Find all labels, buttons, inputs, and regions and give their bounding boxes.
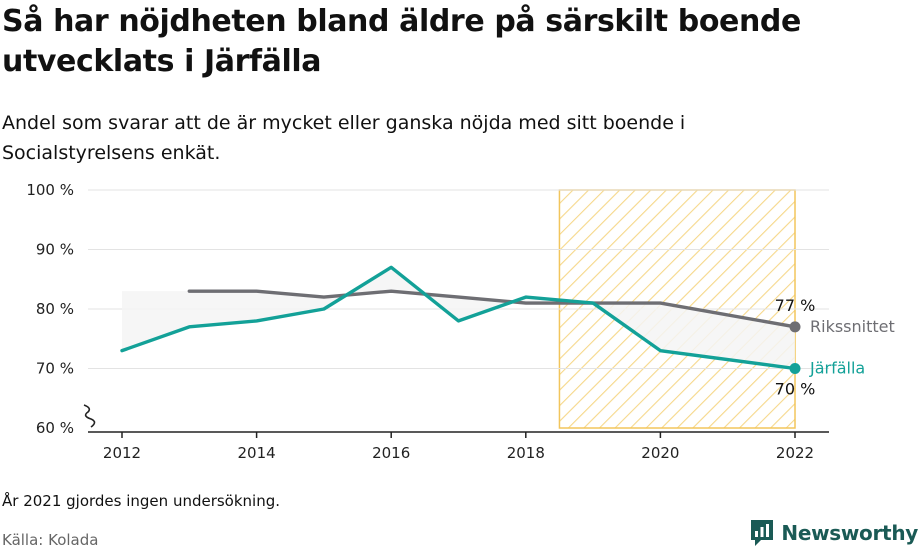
series-line-jarfalla [120,265,797,371]
gap-area [122,267,795,369]
end-labels: 77 % Rikssnittet Järfälla 70 % [775,296,895,399]
axis-break-squiggle [83,404,96,428]
riks-series-label: Rikssnittet [810,317,895,336]
x-tick-label: 2014 [238,444,276,462]
jarfalla-end-value: 70 % [775,380,816,399]
y-tick-label: 60 % [36,419,74,437]
x-tick-label: 2012 [103,444,141,462]
y-tick-label: 70 % [36,360,74,378]
chart-subtitle: Andel som svarar att de är mycket eller … [2,112,686,164]
y-tick-label: 80 % [36,300,74,318]
brand-name: Newsworthy [781,521,918,545]
jarfalla-series-label: Järfälla [809,359,865,378]
source-text: Källa: Kolada [2,531,99,549]
newsworthy-logo-icon [751,520,774,546]
x-tick-label: 2022 [776,444,814,462]
x-tick-label: 2020 [641,444,679,462]
axis-break-icon [83,404,96,428]
chart-title: Så har nöjdheten bland äldre på särskilt… [2,4,801,79]
brand-logo: Newsworthy [749,518,918,548]
data-point [789,363,801,374]
riks-end-value: 77 % [775,296,816,315]
x-tick-label: 2016 [372,444,410,462]
footnote: År 2021 gjordes ingen undersökning. [2,492,281,510]
x-axis: 2012 2014 2016 2018 2020 2022 [88,431,829,462]
series-lines [120,265,801,374]
data-point [789,321,801,333]
x-tick-label: 2018 [507,444,545,462]
y-tick-label: 90 % [36,241,74,259]
y-tick-label: 100 % [26,181,74,199]
y-axis-labels: 60 % 70 % 80 % 90 % 100 % [26,181,74,437]
